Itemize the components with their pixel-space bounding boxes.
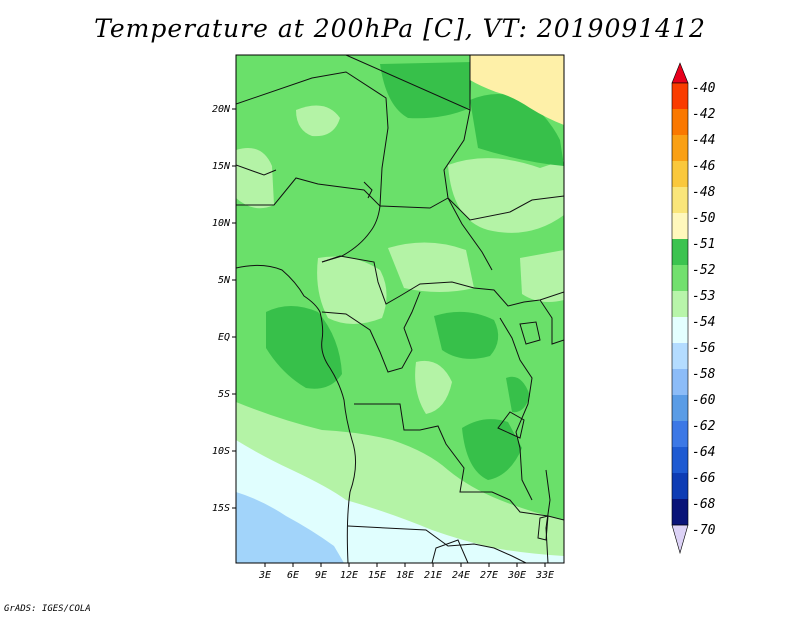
- lake-tanganyika: [497, 411, 525, 439]
- border-line: [443, 109, 564, 221]
- colorbar-swatch: [672, 447, 688, 473]
- fill-t54-patch: [448, 158, 564, 233]
- colorbar-label: -56: [692, 341, 716, 356]
- colorbar-swatch: [672, 473, 688, 499]
- colorbar-swatch: [672, 369, 688, 395]
- longitude-axis: 3E 6E 9E 12E 15E 18E 21E 24E 27E 30E 33E: [258, 563, 554, 581]
- map-title: Temperature at 200hPa [C], VT: 201909141…: [94, 14, 706, 43]
- lon-label: 30E: [507, 570, 526, 581]
- border-line: [539, 299, 564, 345]
- colorbar-swatch: [672, 109, 688, 135]
- lake-chad: [363, 181, 373, 199]
- colorbar-swatch: [672, 213, 688, 239]
- fill-t52-patch: [462, 419, 522, 480]
- colorbar-label: -42: [692, 107, 716, 122]
- lake-victoria: [519, 321, 541, 345]
- fill-t54-patch: [520, 250, 564, 302]
- colorbar-label: -58: [692, 367, 716, 382]
- fill-t54-patch: [236, 148, 274, 209]
- colorbar-label: -54: [692, 315, 715, 330]
- fill-t52-patch: [506, 376, 530, 413]
- colorbar-swatch: [672, 187, 688, 213]
- colorbar-swatch: [672, 343, 688, 369]
- border-line: [431, 539, 469, 563]
- lake-malawi: [537, 515, 549, 541]
- colorbar-label: -62: [692, 419, 716, 434]
- colorbar-label: -44: [692, 133, 715, 148]
- fill-t58-southwest: [236, 492, 344, 563]
- lon-label: 6E: [287, 570, 299, 581]
- fill-t52-patch: [470, 94, 564, 166]
- colorbar-swatch: [672, 161, 688, 187]
- colorbar-label: -46: [692, 159, 716, 174]
- colorbar-label: -70: [692, 523, 716, 538]
- map-frame: [235, 54, 565, 564]
- colorbar-swatch: [672, 83, 688, 109]
- colorbar-label: -64: [692, 445, 715, 460]
- colorbar-swatch: [672, 291, 688, 317]
- lat-label: 15N: [212, 161, 231, 172]
- colorbar-swatch: [672, 395, 688, 421]
- lon-label: 18E: [396, 570, 414, 581]
- colorbar-label: -60: [692, 393, 716, 408]
- colorbar-bottom-arrow: [671, 524, 689, 555]
- colorbar: -40 -42 -44 -46 -48 -50 -51 -52 -53 -54 …: [671, 62, 716, 555]
- fill-t51-northeast: [470, 55, 564, 125]
- border-line: [347, 525, 527, 563]
- lat-label: 5N: [218, 275, 231, 286]
- grads-credit: GrADS: IGES/COLA: [4, 604, 91, 614]
- colorbar-swatch: [672, 421, 688, 447]
- colorbar-label: -40: [692, 81, 716, 96]
- lat-label: 5S: [218, 389, 230, 400]
- colorbar-swatch: [672, 239, 688, 265]
- colorbar-label: -53: [692, 289, 715, 304]
- lon-label: 3E: [258, 570, 271, 581]
- latitude-axis: 20N 15N 10N 5N EQ 5S 10S 15S: [212, 104, 236, 514]
- border-line: [321, 255, 564, 307]
- colorbar-label: -52: [692, 263, 716, 278]
- border-line: [354, 403, 564, 521]
- border-line: [236, 71, 389, 207]
- fill-t54-patch: [415, 360, 452, 414]
- fill-t52-patch: [434, 311, 499, 359]
- colorbar-label: -50: [692, 211, 716, 226]
- fill-t54-patch: [296, 105, 340, 137]
- lon-label: 24E: [452, 570, 470, 581]
- colorbar-top-arrow: [671, 62, 689, 84]
- lon-label: 12E: [340, 570, 358, 581]
- colorbar-label: -51: [692, 237, 715, 252]
- colorbar-outline: [671, 82, 689, 526]
- lat-label: EQ: [218, 332, 230, 343]
- colorbar-label: -68: [692, 497, 716, 512]
- border-line: [379, 197, 493, 271]
- border-line: [545, 469, 551, 563]
- lon-label: 27E: [480, 570, 498, 581]
- fill-t56-south: [236, 440, 564, 563]
- lon-label: 33E: [535, 570, 554, 581]
- fill-t54-patch: [388, 242, 474, 292]
- fill-t54-patch: [317, 256, 387, 324]
- colorbar-swatch: [672, 135, 688, 161]
- lon-label: 9E: [315, 570, 327, 581]
- temperature-field: [236, 55, 564, 563]
- border-line: [236, 164, 277, 176]
- colorbar-label: -66: [692, 471, 716, 486]
- colorbar-swatch: [672, 499, 688, 525]
- border-line: [321, 291, 421, 373]
- colorbar-swatch: [672, 317, 688, 343]
- lat-label: 10S: [212, 446, 230, 457]
- colorbar-label: -48: [692, 185, 716, 200]
- country-borders: [236, 55, 564, 563]
- fill-t52-patch: [266, 306, 342, 389]
- lat-label: 20N: [212, 104, 231, 115]
- lon-label: 21E: [424, 570, 442, 581]
- border-line: [499, 317, 533, 501]
- lat-label: 15S: [212, 503, 230, 514]
- colorbar-swatch: [672, 265, 688, 291]
- lon-label: 15E: [368, 570, 386, 581]
- coastline: [236, 264, 356, 563]
- lat-label: 10N: [212, 218, 231, 229]
